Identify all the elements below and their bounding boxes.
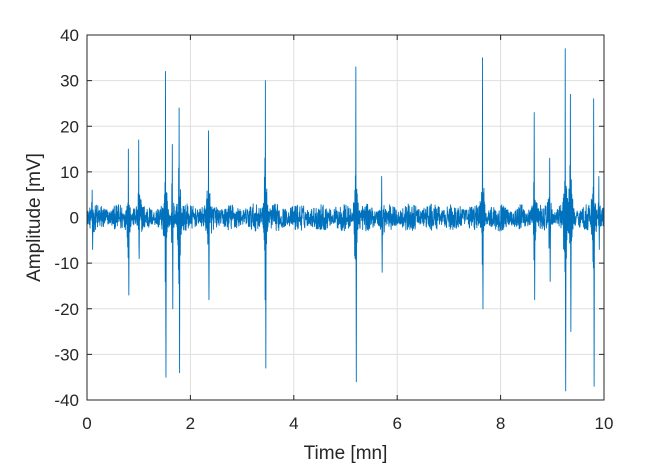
y-tick-label: -40 xyxy=(54,391,79,410)
y-tick-label: 20 xyxy=(60,117,79,136)
axes-frame xyxy=(86,34,605,401)
y-tick-label: 30 xyxy=(60,72,79,91)
signal-series-line xyxy=(86,48,605,392)
y-tick-label: -20 xyxy=(54,300,79,319)
y-tick-labels: -40 -30 -20 -10 0 10 20 30 40 xyxy=(54,26,79,410)
y-tick-label: 10 xyxy=(60,163,79,182)
y-axis-title: Amplitude [mV] xyxy=(24,153,45,282)
y-tick-label: -10 xyxy=(54,254,79,273)
x-tick-label: 2 xyxy=(186,414,195,433)
y-tick-label: -30 xyxy=(54,345,79,364)
series xyxy=(86,48,605,392)
x-axis-title: Time [mn] xyxy=(304,443,388,464)
x-tick-label: 4 xyxy=(289,414,298,433)
x-tick-label: 0 xyxy=(82,414,91,433)
y-tick-label: 0 xyxy=(70,209,79,228)
y-tick-label: 40 xyxy=(60,26,79,45)
x-tick-labels: 0 2 4 6 8 10 xyxy=(82,414,613,433)
x-tick-label: 6 xyxy=(392,414,401,433)
x-tick-label: 8 xyxy=(496,414,505,433)
x-tick-label: 10 xyxy=(595,414,614,433)
